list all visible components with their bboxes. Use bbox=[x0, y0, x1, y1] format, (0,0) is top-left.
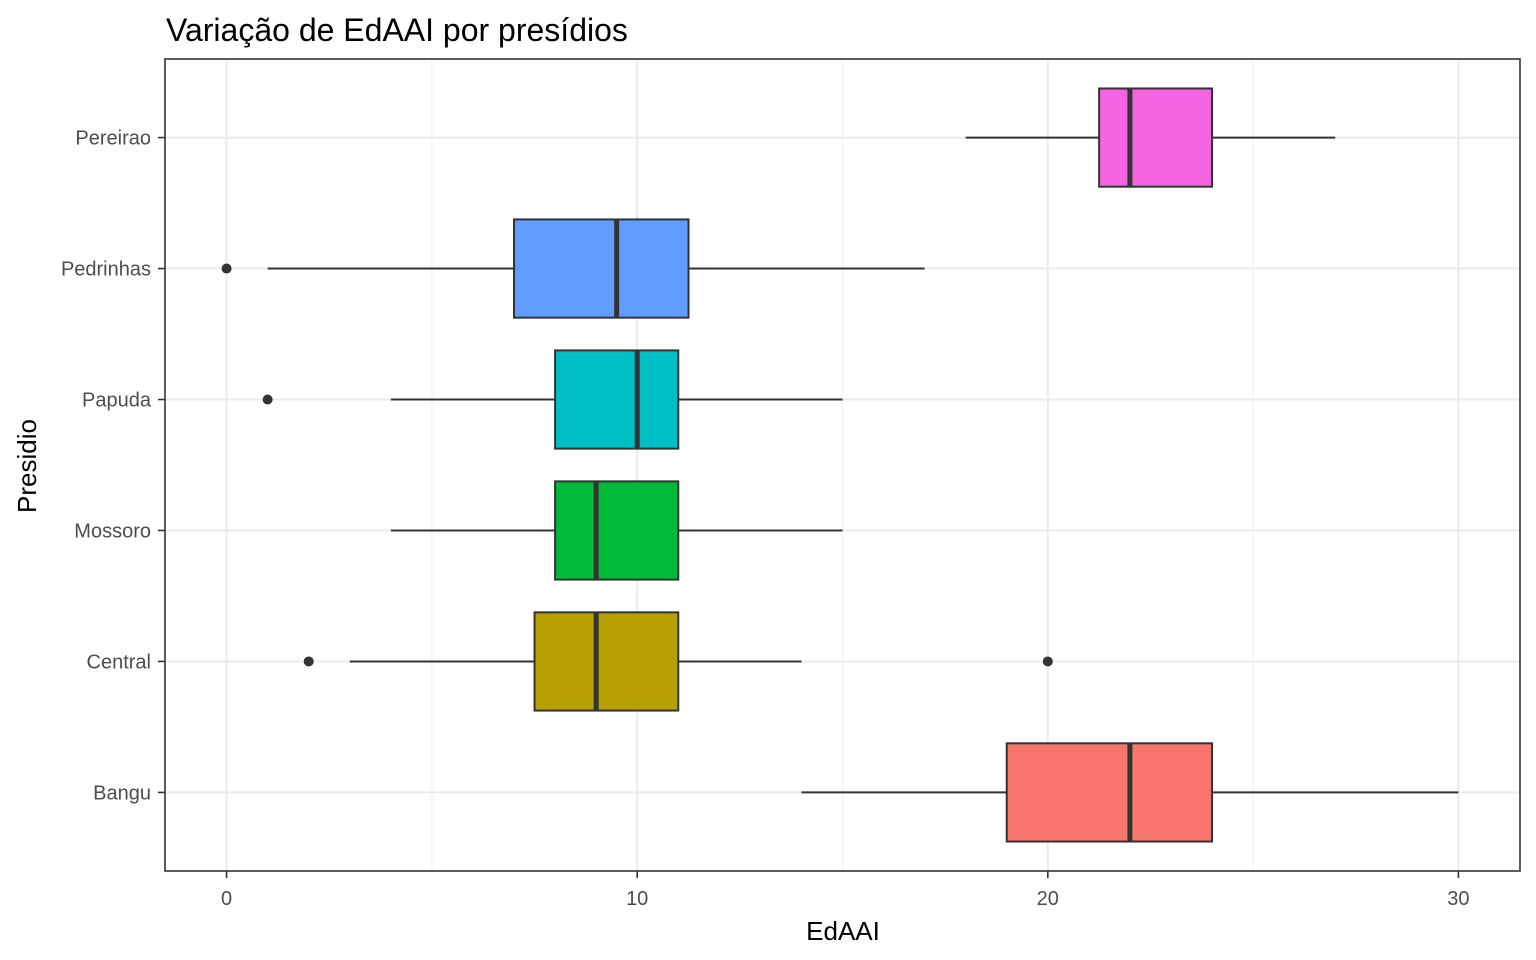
x-tick-label: 10 bbox=[626, 888, 648, 910]
box-layer bbox=[221, 87, 1459, 843]
y-tick-label: Pedrinhas bbox=[61, 259, 151, 281]
outlier-point bbox=[1042, 656, 1053, 667]
box-iqr bbox=[1005, 742, 1214, 843]
boxplot-pedrinhas bbox=[221, 218, 925, 319]
x-axis-title: EdAAI bbox=[806, 916, 880, 946]
outlier-point bbox=[262, 394, 273, 405]
boxplot-pereirao bbox=[965, 87, 1336, 188]
outlier-point bbox=[221, 263, 232, 274]
y-tick-label: Mossoro bbox=[74, 520, 151, 542]
outlier-point bbox=[303, 656, 314, 667]
x-tick-label: 30 bbox=[1447, 888, 1469, 910]
y-axis-title: Presidio bbox=[12, 419, 42, 513]
y-tick-label: Bangu bbox=[93, 782, 151, 804]
x-tick-label: 0 bbox=[221, 888, 232, 910]
plot-panel-border bbox=[164, 58, 1521, 872]
y-tick-label: Central bbox=[87, 651, 151, 673]
boxplot-mossoro bbox=[390, 480, 843, 581]
y-tick-label: Pereirao bbox=[75, 128, 151, 150]
axis-layer: 0 10 20 30 Bangu Central Mossoro Papuda Pedrinha… bbox=[61, 128, 1470, 910]
boxplot-papuda bbox=[262, 349, 843, 450]
x-tick-label: 20 bbox=[1037, 888, 1059, 910]
box-iqr bbox=[533, 611, 680, 712]
box-iqr bbox=[554, 349, 680, 450]
y-tick-label: Papuda bbox=[82, 390, 152, 412]
boxplot-central bbox=[303, 611, 1053, 712]
box-iqr bbox=[513, 218, 690, 319]
box-iqr bbox=[554, 480, 680, 581]
chart-title: Variação de EdAAI por presídios bbox=[166, 12, 628, 48]
grid-layer bbox=[165, 59, 1520, 871]
boxplot-bangu bbox=[801, 742, 1459, 843]
box-iqr bbox=[1098, 87, 1214, 188]
